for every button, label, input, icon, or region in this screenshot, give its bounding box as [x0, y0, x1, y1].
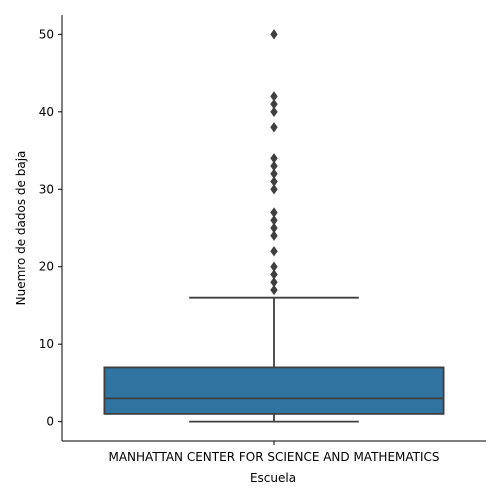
outlier-point [270, 230, 278, 241]
outlier-point [270, 168, 278, 179]
box-iqr [103, 366, 445, 415]
y-axis-label: Nuemro de dados de baja [14, 151, 28, 306]
y-tick-label: 50 [39, 27, 54, 41]
outlier-point [270, 277, 278, 288]
outlier-point [270, 153, 278, 164]
outlier-point [270, 207, 278, 218]
outlier-point [270, 91, 278, 102]
outlier-point [270, 222, 278, 234]
axes: MANHATTAN CENTER FOR SCIENCE AND MATHEMA… [39, 15, 486, 464]
outlier-point [270, 269, 278, 280]
plot-area [103, 29, 445, 423]
y-tick-label: 0 [46, 415, 54, 429]
outlier-point [270, 246, 278, 257]
outlier-point [270, 284, 278, 296]
outlier-point [270, 98, 278, 110]
outlier-point [270, 122, 278, 133]
y-tick-label: 40 [39, 105, 54, 119]
y-tick-label: 10 [39, 337, 54, 351]
outlier-point [270, 184, 278, 195]
x-axis-label: Escuela [250, 471, 296, 485]
y-tick-label: 30 [39, 182, 54, 196]
x-tick-label: MANHATTAN CENTER FOR SCIENCE AND MATHEMA… [108, 450, 439, 464]
outlier-point [270, 106, 278, 118]
outlier-point [270, 215, 278, 226]
outlier-point [270, 261, 278, 272]
outlier-point [270, 176, 278, 187]
y-tick-label: 20 [39, 260, 54, 274]
outlier-point [270, 160, 278, 172]
outlier-point [270, 29, 278, 40]
